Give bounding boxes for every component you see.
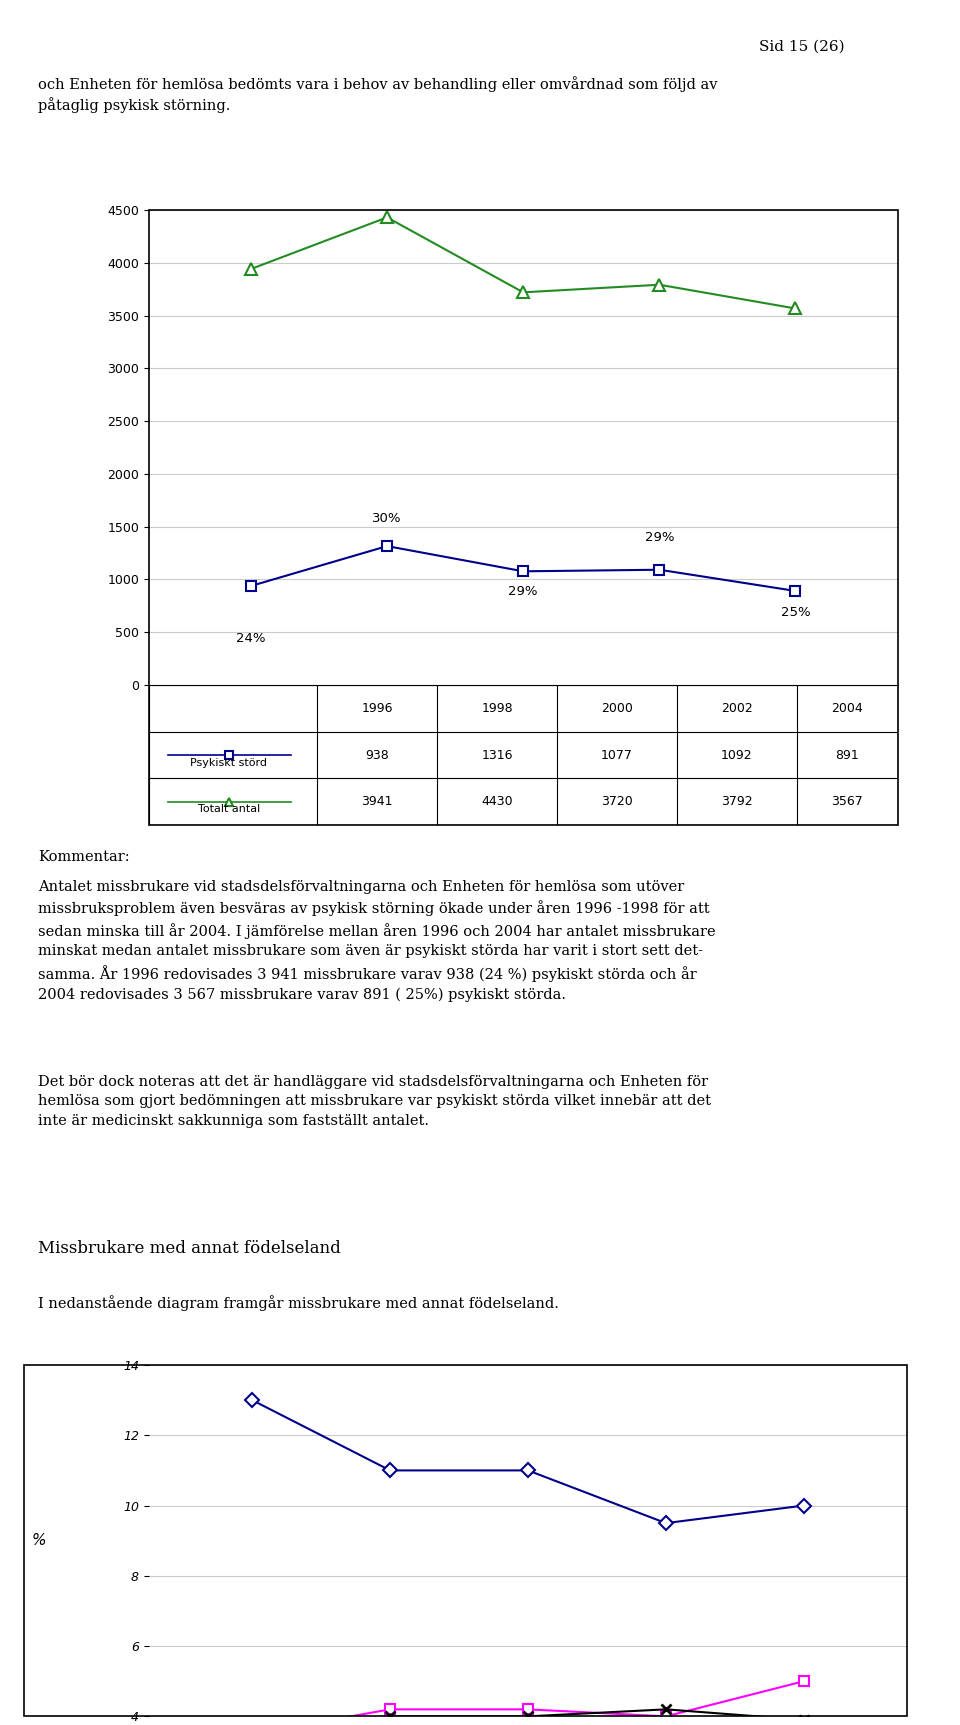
Text: 3720: 3720 [601, 795, 633, 809]
Text: 891: 891 [835, 749, 859, 761]
Text: Psykiskt störd: Psykiskt störd [190, 757, 268, 768]
Text: 2000: 2000 [601, 702, 633, 714]
Text: Antalet missbrukare vid stadsdelsförvaltningarna och Enheten för hemlösa som utö: Antalet missbrukare vid stadsdelsförvalt… [38, 880, 716, 1002]
Text: 30%: 30% [372, 512, 402, 524]
Text: 1316: 1316 [481, 749, 513, 761]
Text: 3792: 3792 [721, 795, 753, 809]
Text: Kommentar:: Kommentar: [38, 850, 130, 864]
Text: %: % [31, 1534, 46, 1549]
Text: 938: 938 [366, 749, 389, 761]
Text: 2004: 2004 [831, 702, 863, 714]
Text: 29%: 29% [509, 585, 538, 599]
Text: 2002: 2002 [721, 702, 753, 714]
Text: och Enheten för hemlösa bedömts vara i behov av behandling eller omvårdnad som f: och Enheten för hemlösa bedömts vara i b… [38, 76, 718, 112]
Text: 3941: 3941 [361, 795, 393, 809]
Text: 1077: 1077 [601, 749, 633, 761]
Text: Missbrukare med annat födelseland: Missbrukare med annat födelseland [38, 1240, 341, 1258]
Text: 24%: 24% [236, 631, 266, 645]
Text: 1996: 1996 [361, 702, 393, 714]
Text: 4430: 4430 [481, 795, 513, 809]
Text: 25%: 25% [780, 605, 810, 619]
Text: 29%: 29% [644, 531, 674, 543]
Text: Sid 15 (26): Sid 15 (26) [759, 40, 845, 53]
Text: 1092: 1092 [721, 749, 753, 761]
Text: 1998: 1998 [481, 702, 513, 714]
Text: Det bör dock noteras att det är handläggare vid stadsdelsförvaltningarna och Enh: Det bör dock noteras att det är handlägg… [38, 1075, 711, 1128]
Text: I nedanstående diagram framgår missbrukare med annat födelseland.: I nedanstående diagram framgår missbruka… [38, 1295, 560, 1311]
Text: 3567: 3567 [831, 795, 863, 809]
Text: Totalt antal: Totalt antal [198, 804, 260, 814]
